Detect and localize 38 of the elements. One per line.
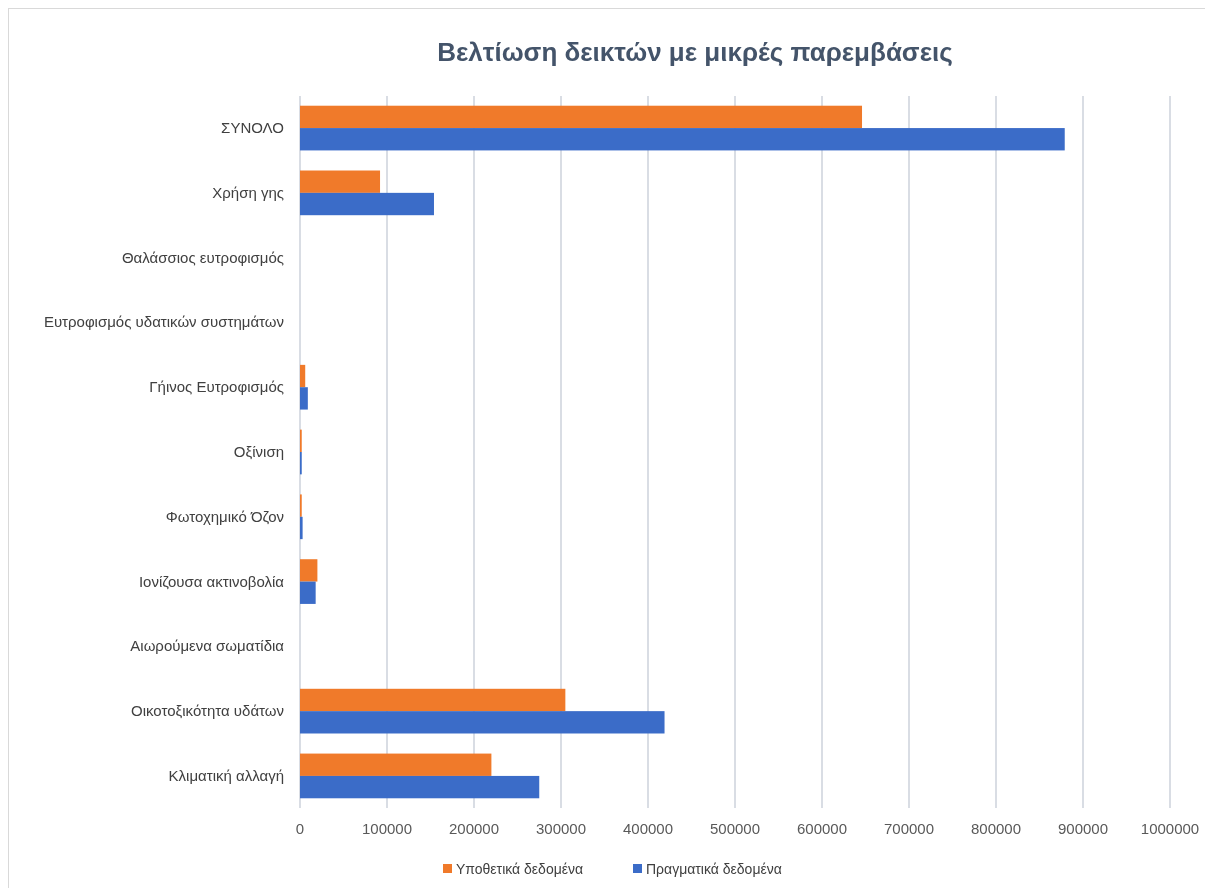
bar xyxy=(300,753,492,776)
y-tick-label: Φωτοχημικό Όζον xyxy=(165,507,284,525)
y-tick-label: Αιωρούμενα σωματίδια xyxy=(130,637,285,655)
y-tick-label: Ιονίζουσα ακτινοβολία xyxy=(138,572,285,590)
y-tick-label: Γήινος Ευτροφισμός xyxy=(149,378,284,396)
y-tick-label: Χρήση γης xyxy=(212,183,284,201)
x-tick-label: 300000 xyxy=(535,820,587,837)
x-tick-label: 500000 xyxy=(709,820,761,837)
y-tick-label: Οικοτοξικότητα υδάτων xyxy=(131,702,284,720)
x-tick-label: 0 xyxy=(295,820,305,837)
bar xyxy=(300,387,308,410)
bar xyxy=(300,105,863,129)
bar xyxy=(300,688,566,712)
x-tick-label: 100000 xyxy=(361,820,413,837)
bar xyxy=(300,192,434,216)
bar xyxy=(300,170,381,193)
bar xyxy=(300,775,540,799)
chart-title: Βελτίωση δεικτών με μικρές παρεμβάσεις xyxy=(437,37,953,67)
x-tick-label: 1000000 xyxy=(1140,820,1200,837)
legend-label: Πραγματικά δεδομένα xyxy=(646,861,782,877)
y-tick-label: ΣΥΝΟΛΟ xyxy=(221,119,284,137)
x-tick-label: 700000 xyxy=(883,820,935,837)
legend-label: Υποθετικά δεδομένα xyxy=(456,861,584,877)
bar xyxy=(300,581,316,604)
x-tick-label: 200000 xyxy=(448,820,500,837)
bar xyxy=(300,364,306,388)
bar xyxy=(300,711,665,734)
x-tick-label: 800000 xyxy=(970,820,1022,837)
bar xyxy=(300,559,318,582)
y-tick-label: Οξίνιση xyxy=(233,443,284,460)
x-tick-label: 900000 xyxy=(1057,820,1109,837)
y-tick-label: Θαλάσσιος ευτροφισμός xyxy=(121,248,284,266)
y-tick-label: Ευτροφισμός υδατικών συστημάτων xyxy=(43,313,284,331)
bar xyxy=(300,516,303,540)
x-tick-label: 600000 xyxy=(796,820,848,837)
y-tick-label: Κλιματική αλλαγή xyxy=(168,766,284,784)
x-tick-label: 400000 xyxy=(622,820,674,837)
bar xyxy=(300,128,1065,151)
